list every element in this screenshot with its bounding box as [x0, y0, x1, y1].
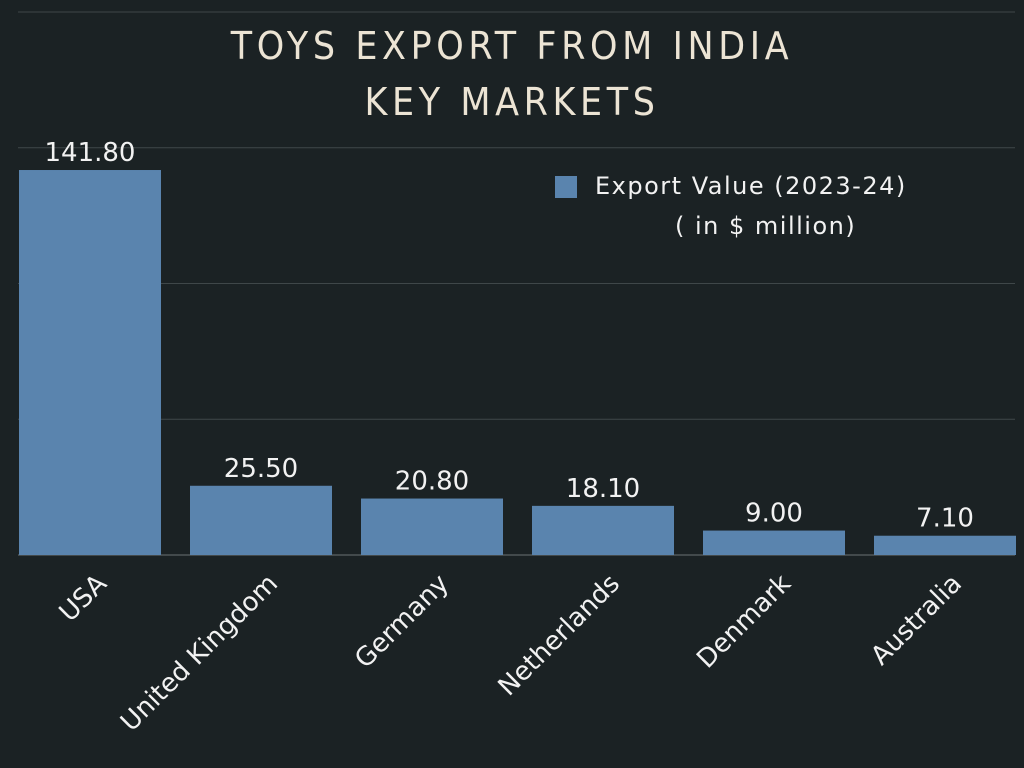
legend-label-line-1: Export Value (2023-24): [595, 172, 907, 200]
data-label: 141.80: [45, 138, 136, 168]
bar-denmark: [703, 530, 845, 555]
category-label: Germany: [349, 569, 455, 675]
chart-title-line-1: TOYS EXPORT FROM INDIA: [230, 24, 794, 68]
chart-title-line-2: KEY MARKETS: [364, 80, 660, 124]
bar-netherlands: [532, 505, 674, 555]
data-label: 18.10: [566, 474, 640, 504]
category-label: Netherlands: [493, 569, 626, 702]
category-label: United Kingdom: [115, 569, 284, 738]
data-label: 7.10: [916, 504, 974, 534]
data-label: 20.80: [395, 467, 469, 497]
category-label: Australia: [865, 569, 968, 672]
data-label: 25.50: [224, 454, 298, 484]
bar-united-kingdom: [190, 485, 332, 555]
legend-swatch: [555, 176, 577, 198]
category-label: USA: [54, 569, 113, 628]
data-label: 9.00: [745, 499, 803, 529]
bar-germany: [361, 498, 503, 555]
bar-australia: [874, 535, 1016, 555]
category-label: Denmark: [691, 569, 797, 675]
legend-label-line-2: ( in $ million): [675, 212, 857, 240]
bar-usa: [19, 170, 161, 555]
